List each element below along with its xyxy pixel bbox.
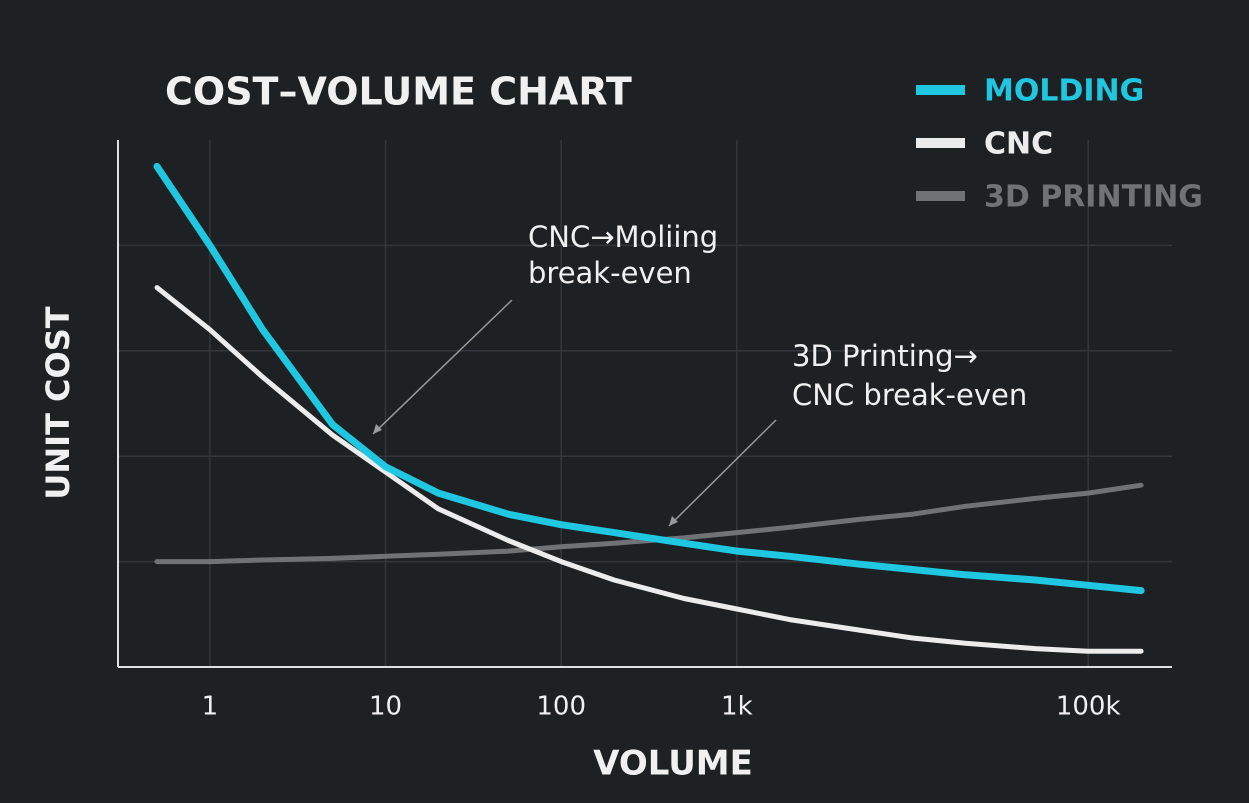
arrow-head bbox=[373, 424, 382, 434]
annotation-arrow bbox=[668, 419, 777, 527]
x-tick-label: 100 bbox=[536, 692, 586, 722]
chart-title: COST–VOLUME CHART bbox=[165, 70, 632, 114]
legend-swatch bbox=[916, 191, 965, 201]
annotation-text: 3D Printing→ bbox=[792, 339, 978, 373]
x-tick-label: 100k bbox=[1056, 692, 1121, 722]
annotation-text: CNC→Moliing bbox=[528, 220, 718, 254]
legend-label: MOLDING bbox=[984, 74, 1144, 109]
line bbox=[154, 285, 1144, 654]
arrow-head bbox=[669, 516, 678, 526]
legend-swatch bbox=[916, 138, 965, 148]
line bbox=[153, 162, 1145, 595]
annotation-arrow bbox=[372, 299, 513, 435]
x-tick-label: 1k bbox=[721, 692, 753, 722]
annotation: 3D Printing→ CNC break-even bbox=[668, 339, 1027, 527]
x-tick-label: 1 bbox=[202, 692, 219, 722]
x-axis-label: VOLUME bbox=[593, 744, 753, 784]
grid bbox=[118, 140, 1172, 667]
annotation-text: CNC break-even bbox=[792, 378, 1027, 412]
legend-swatch bbox=[916, 85, 965, 95]
annotation-text: break-even bbox=[528, 256, 692, 290]
annotation: CNC→Moliing break-even bbox=[372, 220, 718, 435]
x-tick-label: 10 bbox=[369, 692, 402, 722]
legend-label: CNC bbox=[984, 127, 1053, 162]
y-axis-label: UNIT COST bbox=[39, 306, 77, 499]
legend-label: 3D PRINTING bbox=[984, 180, 1203, 215]
